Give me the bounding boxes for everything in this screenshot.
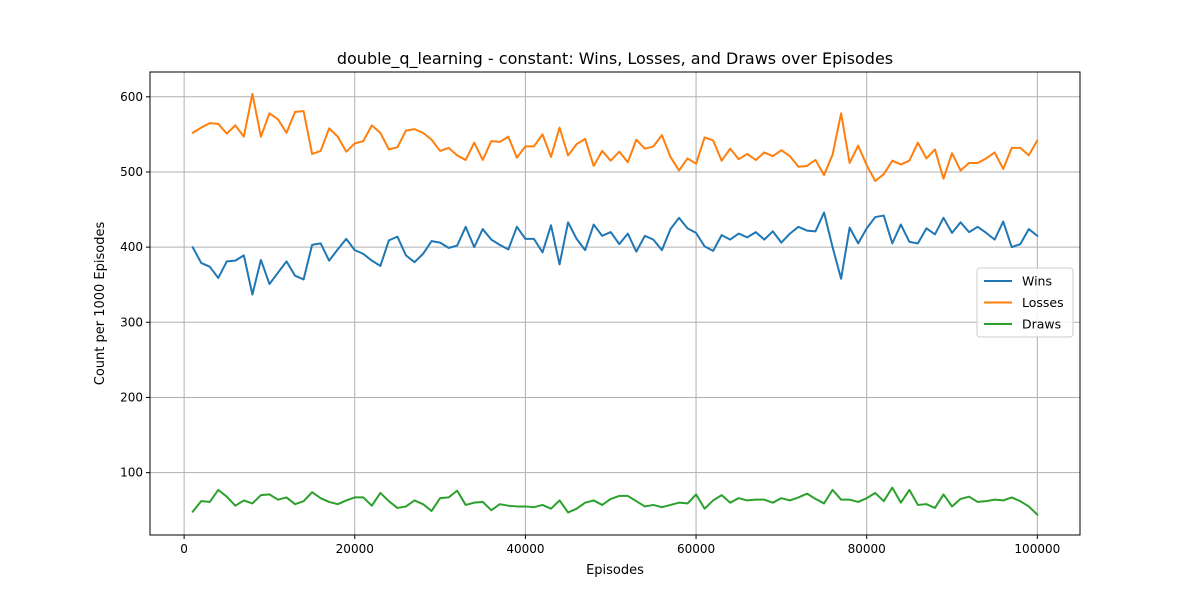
y-tick-label: 400 <box>120 240 143 254</box>
x-tick-label: 0 <box>180 542 188 556</box>
legend: Wins Losses Draws <box>976 267 1074 338</box>
chart-title: double_q_learning - constant: Wins, Loss… <box>337 49 893 69</box>
y-axis-label: Count per 1000 Episodes <box>93 222 108 386</box>
plot-frame <box>149 71 1081 536</box>
series-layer <box>191 92 1039 516</box>
y-tick-label: 100 <box>120 466 143 480</box>
y-tick-label: 200 <box>120 390 143 404</box>
legend-label-losses: Losses <box>1022 295 1064 310</box>
tick-layer: 0 20000 40000 60000 80000 100000 100 200 300 400 5… <box>120 90 1060 556</box>
y-tick-label: 500 <box>120 165 143 179</box>
x-tick-label: 20000 <box>336 542 374 556</box>
series-line-wins <box>191 211 1039 296</box>
x-tick-label: 60000 <box>677 542 715 556</box>
x-tick-label: 80000 <box>848 542 886 556</box>
legend-label-wins: Wins <box>1022 274 1052 289</box>
x-tick-label: 100000 <box>1014 542 1060 556</box>
y-tick-label: 300 <box>120 315 143 329</box>
x-axis-label: Episodes <box>586 563 644 578</box>
legend-label-draws: Draws <box>1022 317 1061 332</box>
legend-box <box>976 267 1074 338</box>
series-line-draws <box>191 486 1039 516</box>
series-line-losses <box>191 92 1039 182</box>
y-tick-label: 600 <box>120 90 143 104</box>
x-tick-label: 40000 <box>506 542 544 556</box>
grid-layer <box>150 72 1080 535</box>
